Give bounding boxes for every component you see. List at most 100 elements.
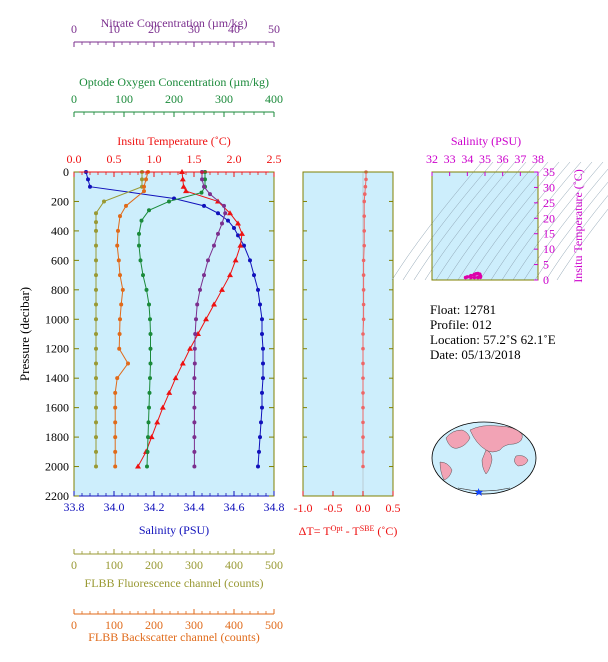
data-point [232, 225, 236, 230]
data-point [363, 192, 367, 196]
float-info: Float: 12781 Profile: 012 Location: 57.2… [430, 302, 556, 362]
tick-label: 300 [215, 92, 233, 106]
data-point [118, 273, 122, 278]
pressure-axis: 0 200 400 600 800 1000 1200 1400 1600 1800 2000 220… [45, 165, 274, 503]
tick-label: 34.0 [104, 500, 125, 514]
density-contour [391, 161, 483, 281]
ts-x-tick-label: 33 [444, 152, 456, 166]
data-point [361, 405, 365, 410]
data-point [223, 211, 228, 216]
data-point [260, 332, 264, 336]
data-point [137, 231, 141, 236]
data-point [239, 230, 245, 236]
data-point [117, 346, 122, 351]
main-profile-panel [73, 169, 275, 497]
data-point [362, 199, 367, 204]
pressure-tick-label: 1000 [45, 312, 69, 326]
data-point [86, 177, 90, 182]
tick-label: 34.2 [144, 500, 165, 514]
data-point [180, 183, 187, 189]
data-point [361, 346, 365, 351]
pressure-tick-label: 400 [51, 224, 69, 238]
data-point [235, 220, 241, 226]
pressure-tick-label: 600 [51, 253, 69, 267]
ts-x-tick-label: 36 [497, 152, 509, 166]
data-point [147, 405, 151, 410]
series-line [137, 171, 243, 467]
pressure-axis-label: Pressure (decibar) [17, 287, 32, 381]
data-point [94, 332, 98, 336]
data-point [141, 273, 145, 278]
axis-label: Optode Oxygen Concentration (µm/kg) [79, 75, 269, 89]
density-contour [490, 161, 582, 281]
pressure-tick-label: 0 [63, 165, 69, 179]
density-contour [545, 195, 608, 281]
tick-label: 200 [145, 618, 163, 632]
data-point [361, 435, 365, 439]
tick-label: 40 [228, 22, 240, 36]
tick-label: 400 [225, 558, 243, 572]
data-point [222, 203, 226, 208]
density-contour [457, 161, 549, 281]
data-point [361, 332, 365, 336]
data-point [144, 287, 149, 292]
data-point [361, 258, 366, 263]
tick-label: 34.6 [224, 500, 245, 514]
density-contour [413, 161, 505, 281]
data-point [94, 273, 98, 278]
tick-label: 0 [71, 558, 77, 572]
data-point [118, 214, 122, 219]
tick-label: 0.5 [107, 152, 122, 166]
data-point [146, 435, 150, 440]
ts-x-tick-label: 32 [426, 152, 438, 166]
data-point [94, 464, 98, 469]
data-point [120, 287, 125, 292]
tick-label: 34.8 [264, 500, 285, 514]
data-point [88, 184, 92, 189]
data-point [208, 192, 212, 197]
data-point [361, 450, 365, 454]
data-point [116, 258, 121, 263]
data-point [260, 317, 264, 322]
data-point [148, 346, 153, 351]
ts-data-point [469, 275, 473, 280]
data-point [147, 302, 151, 307]
data-point [194, 317, 198, 322]
tick-label: 400 [225, 618, 243, 632]
data-point [260, 405, 264, 410]
data-point [113, 420, 118, 425]
pressure-tick-label: 1400 [45, 371, 69, 385]
data-point [135, 463, 141, 469]
tick-label: 0 [71, 92, 77, 106]
data-point [94, 361, 98, 366]
delta-t-plot-frame [302, 171, 394, 497]
delta-t-tick-label: 0.0 [356, 501, 371, 515]
ts-y-axis-label: Insitu Temperature (˚C) [571, 169, 585, 283]
ts-x-tick-label: 35 [479, 152, 491, 166]
tick-label: 50 [268, 22, 280, 36]
tick-label: 0.0 [67, 152, 82, 166]
data-point [144, 177, 148, 182]
data-point [361, 317, 366, 322]
tick-label: 0 [71, 22, 77, 36]
data-point [115, 243, 120, 248]
data-point [198, 287, 202, 292]
data-point [137, 243, 141, 248]
delta-t-tick-label: -0.5 [324, 501, 343, 515]
tick-label: 100 [115, 92, 133, 106]
data-point [256, 287, 260, 292]
top-axes: 0 10 20 30 40 50 Nitrate Concentration (µm/kg)… [67, 16, 283, 177]
delta-t-axis-label: ΔT= TOpt - TSBE (˚C) [299, 524, 398, 539]
data-point [94, 243, 98, 248]
density-contour [501, 161, 593, 281]
data-point [227, 272, 233, 278]
data-point [361, 420, 365, 425]
axis-label: Nitrate Concentration (µm/kg) [101, 16, 248, 30]
data-point [94, 287, 98, 292]
tick-label: 200 [145, 558, 163, 572]
axis-top-2: 0 100 200 300 400 Optode Oxygen Concentration… [71, 75, 283, 117]
data-point [216, 211, 220, 216]
tick-label: 2.0 [227, 152, 242, 166]
data-point [167, 199, 171, 204]
data-point [361, 391, 365, 395]
